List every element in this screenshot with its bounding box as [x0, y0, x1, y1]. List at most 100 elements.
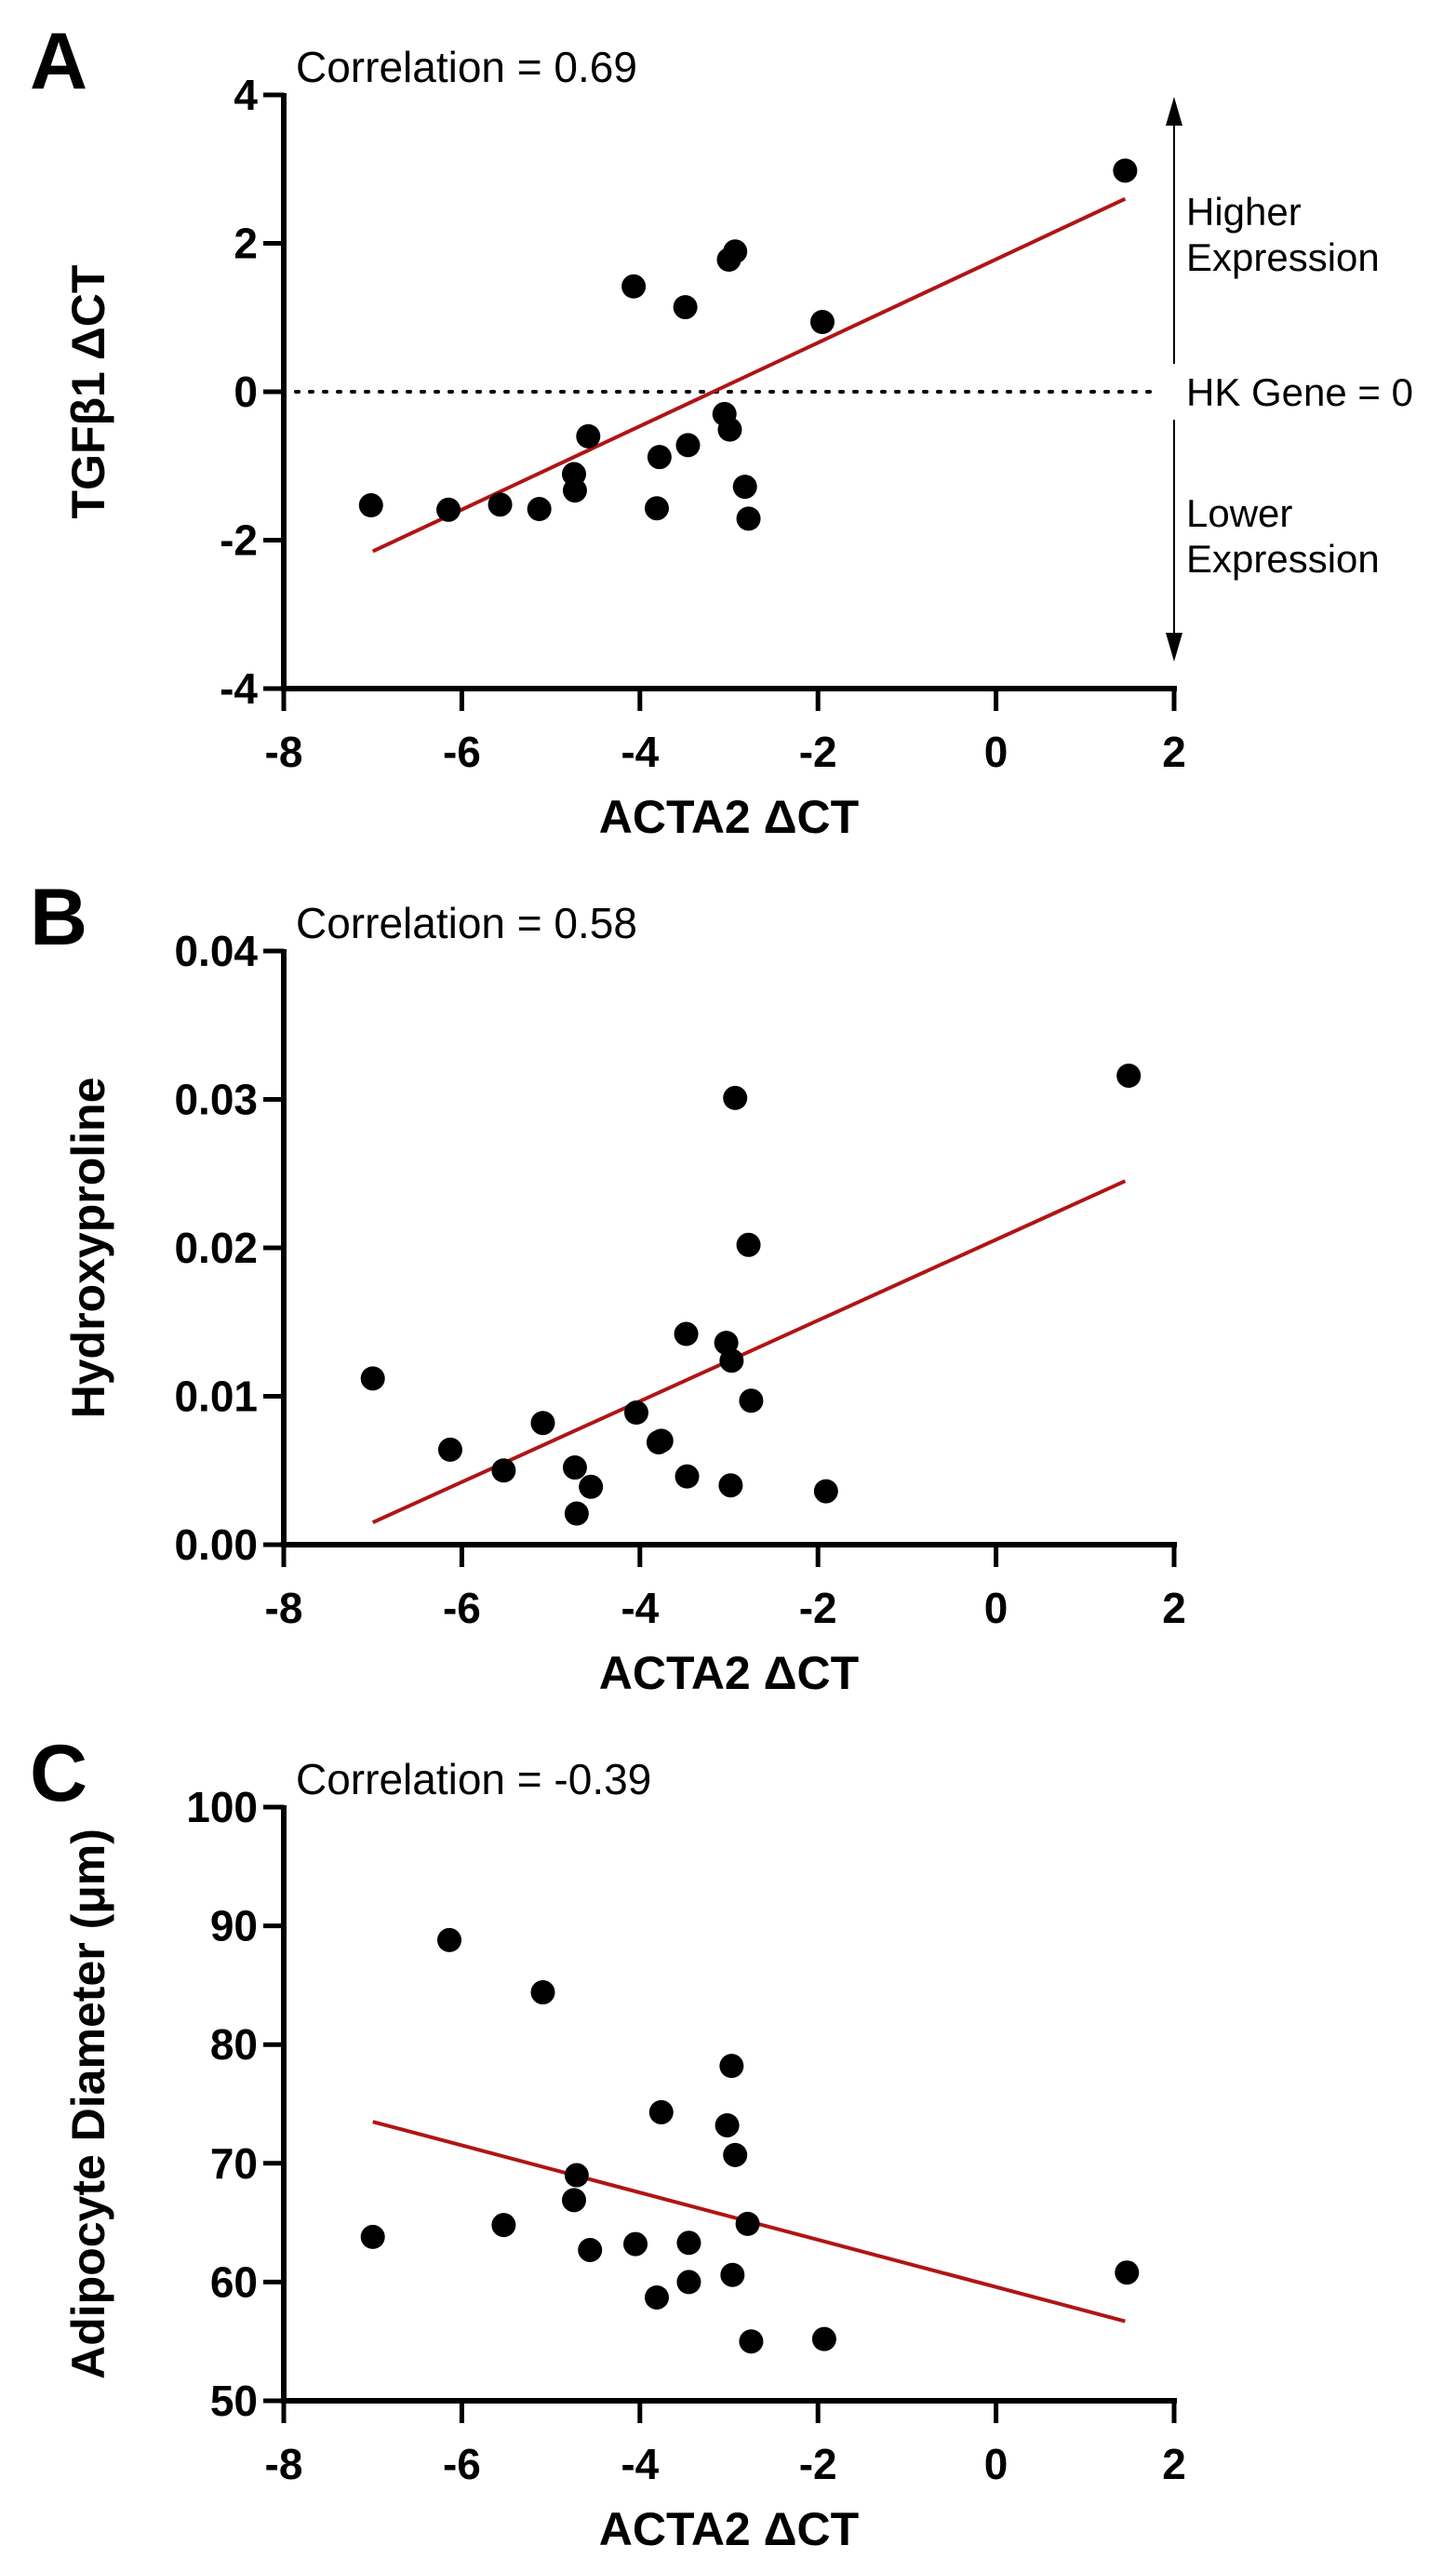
data-point: [562, 478, 587, 503]
x-axis-title: ACTA2 ΔCT: [599, 1647, 859, 1699]
y-tick-label: -2: [220, 516, 258, 565]
y-tick-label: 2: [234, 220, 258, 268]
y-tick-label: 0.01: [174, 1373, 258, 1421]
data-point: [813, 1479, 838, 1504]
x-tick-label: -4: [621, 728, 659, 776]
correlation-label: Correlation = -0.39: [296, 1755, 651, 1803]
x-tick-label: 0: [984, 728, 1009, 776]
data-point: [717, 417, 742, 442]
x-tick-label: -4: [621, 1584, 659, 1632]
x-axis-title: ACTA2 ΔCT: [599, 791, 859, 843]
lower-expression-label: Expression: [1186, 537, 1380, 581]
data-point: [647, 445, 672, 470]
data-point: [674, 1321, 699, 1346]
x-tick-label: -8: [265, 1584, 303, 1632]
data-point: [732, 475, 757, 500]
lower-label: Lower: [1186, 491, 1292, 535]
y-tick-label: 60: [210, 2257, 258, 2306]
data-point: [564, 1501, 589, 1526]
panel-label: B: [30, 873, 87, 962]
down-arrow-icon: [1166, 633, 1182, 662]
data-point: [720, 2262, 745, 2287]
y-axis-title: Hydroxyproline: [62, 1078, 114, 1419]
y-tick-label: 0.04: [174, 927, 258, 975]
data-point: [623, 2231, 648, 2257]
data-point: [723, 239, 748, 264]
data-point: [739, 1388, 764, 1413]
regression-line: [371, 196, 1127, 554]
data-point: [723, 2142, 748, 2167]
y-tick-label: 0.03: [174, 1076, 258, 1124]
data-point: [735, 2211, 760, 2236]
x-tick-label: -2: [799, 1584, 837, 1632]
data-point: [719, 1348, 744, 1373]
panel-a: A Correlation = 0.69 -4 -2 0 2 4 -8 -6 -4 -2 0 2 ACTA…: [30, 17, 1413, 843]
data-point: [530, 1980, 555, 2005]
data-point: [736, 506, 761, 531]
regression-line: [371, 1179, 1127, 1524]
data-point: [718, 1473, 743, 1498]
y-tick-label: 100: [186, 1783, 258, 1831]
panel-b: B Correlation = 0.58 0.00 0.01 0.02 0.03 0.04 -…: [30, 873, 1186, 1699]
y-axis-title: TGFβ1 ΔCT: [62, 265, 114, 519]
data-point: [527, 497, 552, 522]
panel-label: A: [30, 17, 87, 106]
higher-expression-label: Expression: [1186, 235, 1380, 279]
data-point: [437, 1927, 462, 1952]
data-point: [648, 1428, 674, 1453]
data-point: [491, 1458, 516, 1483]
x-tick-label: -6: [443, 728, 481, 776]
y-tick-label: 80: [210, 2020, 258, 2069]
x-tick-label: 2: [1162, 1584, 1186, 1632]
data-point: [739, 2329, 764, 2354]
data-point: [579, 1474, 604, 1499]
data-point: [809, 310, 835, 335]
x-tick-label: -4: [621, 2440, 659, 2488]
x-tick-label: 2: [1162, 728, 1186, 776]
panel-label: C: [30, 1729, 87, 1818]
higher-label: Higher: [1186, 190, 1302, 234]
data-point: [715, 2112, 740, 2137]
data-point: [562, 1455, 587, 1480]
x-tick-label: 0: [984, 2440, 1009, 2488]
data-point: [437, 1437, 462, 1462]
data-point: [530, 1411, 555, 1436]
data-point: [564, 2163, 589, 2188]
y-tick-label: 70: [210, 2139, 258, 2188]
data-point: [360, 2224, 385, 2249]
correlation-label: Correlation = 0.69: [296, 43, 637, 91]
x-tick-label: 0: [984, 1584, 1009, 1632]
x-tick-label: -8: [265, 728, 303, 776]
data-point: [360, 1366, 385, 1391]
data-point: [723, 1085, 748, 1110]
data-point: [675, 1464, 700, 1489]
correlation-label: Correlation = 0.58: [296, 899, 637, 947]
data-point: [436, 497, 461, 522]
x-tick-label: -2: [799, 2440, 837, 2488]
data-point: [561, 2188, 586, 2213]
data-point: [621, 274, 647, 299]
data-point: [811, 2326, 836, 2351]
data-point: [719, 2054, 744, 2079]
y-axis-title: Adipocyte Diameter (μm): [62, 1829, 114, 2379]
y-tick-label: 0.02: [174, 1224, 258, 1272]
y-tick-label: 4: [234, 71, 258, 119]
y-tick-label: 90: [210, 1902, 258, 1950]
up-arrow-icon: [1166, 97, 1182, 126]
data-point: [488, 492, 513, 517]
data-point: [675, 433, 701, 458]
data-point: [358, 493, 383, 518]
data-point: [491, 2213, 516, 2238]
y-tick-label: 50: [210, 2377, 258, 2425]
data-point: [676, 2270, 701, 2295]
data-point: [578, 2237, 603, 2262]
x-tick-label: -6: [443, 1584, 481, 1632]
x-tick-label: 2: [1162, 2440, 1186, 2488]
panel-c: C Correlation = -0.39 50 60 70 80 90 100 -8 -6 -4 -…: [30, 1729, 1186, 2555]
data-point: [1115, 2260, 1140, 2285]
data-point: [736, 1232, 761, 1257]
x-axis-title: ACTA2 ΔCT: [599, 2503, 859, 2555]
data-point: [1116, 1063, 1142, 1088]
data-point: [1113, 158, 1138, 183]
